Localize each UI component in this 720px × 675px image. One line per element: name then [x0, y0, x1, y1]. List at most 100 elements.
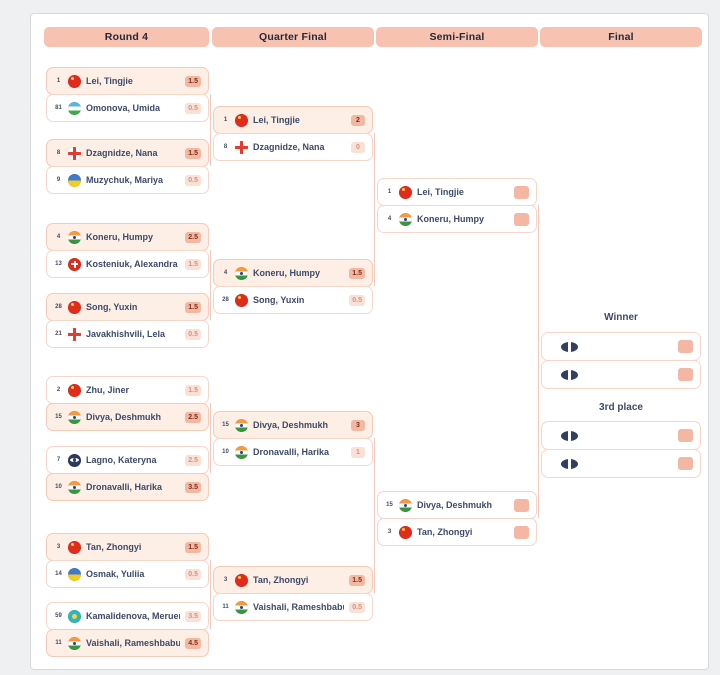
winner-section-label: Winner	[604, 312, 638, 323]
fide-eye-icon	[561, 341, 578, 352]
score-badge: 0.5	[349, 601, 365, 613]
final-slot-row[interactable]	[541, 360, 701, 389]
seed-label: 15	[222, 422, 229, 428]
score-badge: 0	[351, 141, 365, 153]
score-badge: 2.5	[185, 231, 201, 243]
third-place-slot-row[interactable]	[541, 421, 701, 450]
score-badge: 2.5	[185, 411, 201, 423]
score-badge: 0.5	[185, 102, 201, 114]
connector-line	[210, 403, 211, 473]
score-placeholder	[678, 340, 693, 353]
player-row[interactable]: 1 Lei, Tingjie	[377, 178, 537, 206]
india-flag-icon	[235, 445, 248, 459]
player-row[interactable]: 8 Dzagnidze, Nana 0	[213, 133, 373, 161]
player-name: Dronavalli, Harika	[253, 447, 330, 457]
player-name: Divya, Deshmukh	[253, 420, 329, 430]
ukraine-flag-icon	[68, 567, 81, 581]
player-row[interactable]: 14 Osmak, Yuliia 0.5	[46, 560, 209, 588]
score-badge: 3	[351, 419, 365, 431]
uzbekistan-flag-icon	[68, 101, 81, 115]
score-badge: 1.5	[185, 75, 201, 87]
player-name: Lei, Tingjie	[86, 76, 133, 86]
player-row[interactable]: 1 Lei, Tingjie 1.5	[46, 67, 209, 95]
player-row[interactable]: 59 Kamalidenova, Meruert 3.5	[46, 602, 209, 630]
score-badge: 4.5	[185, 637, 201, 649]
player-row[interactable]: 2 Zhu, Jiner 1.5	[46, 376, 209, 404]
seed-label: 11	[222, 604, 229, 610]
india-flag-icon	[399, 212, 412, 226]
player-row[interactable]: 28 Song, Yuxin 0.5	[213, 286, 373, 314]
player-row[interactable]: 8 Dzagnidze, Nana 1.5	[46, 139, 209, 167]
player-name: Tan, Zhongyi	[86, 542, 142, 552]
seed-label: 1	[387, 189, 392, 195]
seed-label: 11	[55, 640, 62, 646]
player-row[interactable]: 81 Omonova, Umida 0.5	[46, 94, 209, 122]
seed-label: 10	[55, 484, 62, 490]
seed-label: 1	[56, 78, 61, 84]
india-flag-icon	[68, 230, 81, 244]
player-row[interactable]: 28 Song, Yuxin 1.5	[46, 293, 209, 321]
switzerland-flag-icon	[68, 257, 81, 271]
india-flag-icon	[235, 600, 248, 614]
player-row[interactable]: 15 Divya, Deshmukh 2.5	[46, 403, 209, 431]
score-badge: 2	[351, 114, 365, 126]
score-badge: 1.5	[185, 147, 201, 159]
player-row[interactable]: 3 Tan, Zhongyi 1.5	[213, 566, 373, 594]
player-row[interactable]: 11 Vaishali, Rameshbabu 4.5	[46, 629, 209, 657]
connector-line	[374, 133, 375, 286]
player-row[interactable]: 7 Lagno, Kateryna 2.5	[46, 446, 209, 474]
third-place-slot-row[interactable]	[541, 449, 701, 478]
player-name: Kamalidenova, Meruert	[86, 611, 181, 621]
seed-label: 3	[387, 529, 392, 535]
player-row[interactable]: 11 Vaishali, Rameshbabu 0.5	[213, 593, 373, 621]
player-name: Divya, Deshmukh	[417, 500, 493, 510]
player-row[interactable]: 4 Koneru, Humpy	[377, 205, 537, 233]
seed-label: 3	[56, 544, 61, 550]
seed-label: 59	[55, 613, 62, 619]
player-row[interactable]: 1 Lei, Tingjie 2	[213, 106, 373, 134]
score-placeholder	[678, 368, 693, 381]
player-name: Kosteniuk, Alexandra	[86, 259, 178, 269]
score-placeholder	[678, 457, 693, 470]
player-row[interactable]: 21 Javakhishvili, Lela 0.5	[46, 320, 209, 348]
seed-label: 13	[55, 261, 62, 267]
player-row[interactable]: 3 Tan, Zhongyi	[377, 518, 537, 546]
india-flag-icon	[235, 266, 248, 280]
player-row[interactable]: 4 Koneru, Humpy 2.5	[46, 223, 209, 251]
score-placeholder	[514, 185, 529, 199]
player-name: Muzychuk, Mariya	[86, 175, 164, 185]
score-placeholder	[678, 429, 693, 442]
seed-label: 15	[386, 502, 393, 508]
score-badge: 1.5	[185, 301, 201, 313]
score-badge: 3.5	[185, 481, 201, 493]
score-placeholder	[514, 525, 529, 539]
seed-label: 4	[56, 234, 61, 240]
china-flag-icon	[68, 300, 81, 314]
score-badge: 2.5	[185, 454, 201, 466]
player-row[interactable]: 3 Tan, Zhongyi 1.5	[46, 533, 209, 561]
georgia-flag-icon	[68, 146, 81, 160]
player-row[interactable]: 10 Dronavalli, Harika 1	[213, 438, 373, 466]
player-row[interactable]: 15 Divya, Deshmukh 3	[213, 411, 373, 439]
score-badge: 0.5	[185, 174, 201, 186]
player-row[interactable]: 13 Kosteniuk, Alexandra 1.5	[46, 250, 209, 278]
connector-line	[210, 560, 211, 629]
player-name: Omonova, Umida	[86, 103, 161, 113]
final-slot-row[interactable]	[541, 332, 701, 361]
score-badge: 1	[351, 446, 365, 458]
player-name: Dronavalli, Harika	[86, 482, 163, 492]
player-name: Dzagnidze, Nana	[86, 148, 158, 158]
connector-line	[538, 205, 539, 518]
player-name: Javakhishvili, Lela	[86, 329, 166, 339]
score-badge: 0.5	[185, 328, 201, 340]
seed-label: 14	[55, 571, 62, 577]
player-row[interactable]: 4 Koneru, Humpy 1.5	[213, 259, 373, 287]
player-name: Zhu, Jiner	[86, 385, 130, 395]
india-flag-icon	[68, 636, 81, 650]
player-row[interactable]: 15 Divya, Deshmukh	[377, 491, 537, 519]
seed-label: 15	[55, 414, 62, 420]
seed-label: 1	[223, 117, 228, 123]
player-name: Vaishali, Rameshbabu	[253, 602, 345, 612]
player-row[interactable]: 10 Dronavalli, Harika 3.5	[46, 473, 209, 501]
player-row[interactable]: 9 Muzychuk, Mariya 0.5	[46, 166, 209, 194]
